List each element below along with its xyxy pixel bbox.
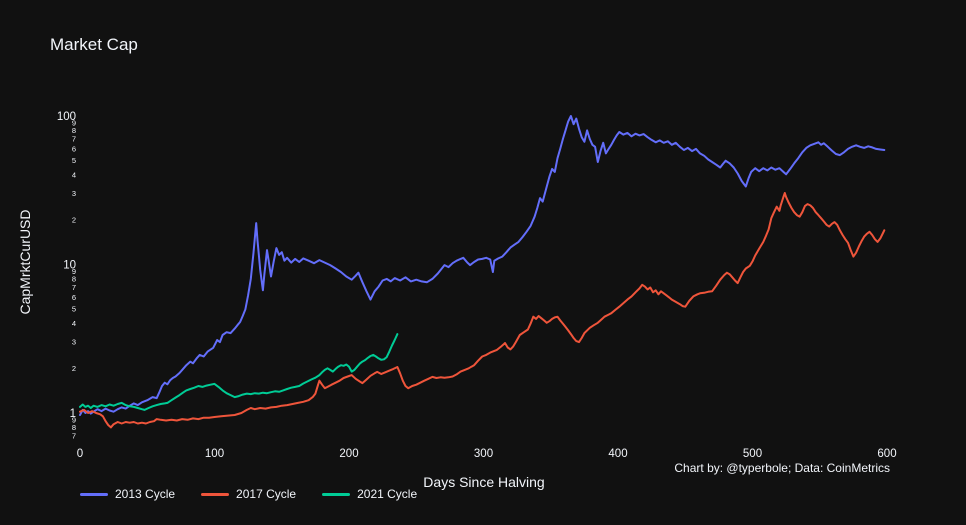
y-minor-tick-label: 2	[72, 215, 76, 224]
y-minor-tick-label: 8	[72, 423, 76, 432]
y-minor-tick-label: 3	[72, 338, 76, 347]
series-line-2021-cycle[interactable]	[79, 333, 399, 411]
y-minor-tick-label: 9	[72, 415, 76, 424]
y-minor-tick-label: 9	[72, 267, 76, 276]
legend-item-2013-cycle[interactable]: 2013 Cycle	[80, 487, 175, 501]
y-minor-tick-label: 3	[72, 189, 76, 198]
y-minor-tick-label: 7	[72, 283, 76, 292]
y-minor-tick-label: 5	[72, 156, 76, 165]
credit-text: Chart by: @typerbole; Data: CoinMetrics	[674, 461, 890, 475]
chart-title: Market Cap	[50, 35, 138, 54]
x-tick-label-300: 300	[474, 448, 493, 460]
y-minor-tick-label: 8	[72, 274, 76, 283]
y-minor-tick-label: 6	[72, 144, 76, 153]
series-line-2013-cycle[interactable]	[79, 115, 886, 416]
legend-label: 2017 Cycle	[236, 487, 297, 501]
y-minor-tick-label: 4	[72, 319, 76, 328]
y-minor-tick-label: 7	[72, 432, 76, 441]
y-tick-label-10: 10	[63, 260, 76, 272]
legend-item-2021-cycle[interactable]: 2021 Cycle	[322, 487, 417, 501]
y-minor-tick-label: 4	[72, 171, 76, 180]
x-tick-label-500: 500	[743, 448, 762, 460]
series-line-2017-cycle[interactable]	[79, 192, 886, 429]
y-minor-tick-label: 2	[72, 364, 76, 373]
y-minor-tick-label: 9	[72, 118, 76, 127]
x-tick-label-400: 400	[608, 448, 627, 460]
y-tick-label-100: 100	[57, 111, 76, 123]
legend-swatch	[201, 492, 230, 496]
y-tick-label-1: 1	[70, 408, 76, 420]
legend-label: 2013 Cycle	[115, 487, 176, 501]
legend-swatch	[322, 492, 351, 496]
x-tick-label-200: 200	[339, 448, 358, 460]
legend-item-2017-cycle[interactable]: 2017 Cycle	[201, 487, 296, 501]
x-tick-label-600: 600	[877, 448, 896, 460]
x-axis-title: Days Since Halving	[423, 474, 545, 490]
y-minor-tick-label: 7	[72, 135, 76, 144]
legend: 2013 Cycle 2017 Cycle 2021 Cycle	[80, 487, 417, 501]
x-tick-label-0: 0	[77, 448, 83, 460]
y-minor-tick-label: 5	[72, 305, 76, 314]
x-tick-label-100: 100	[205, 448, 224, 460]
legend-swatch	[80, 492, 108, 496]
legend-label: 2021 Cycle	[357, 487, 418, 501]
y-minor-tick-label: 8	[72, 126, 76, 135]
y-minor-tick-label: 6	[72, 293, 76, 302]
